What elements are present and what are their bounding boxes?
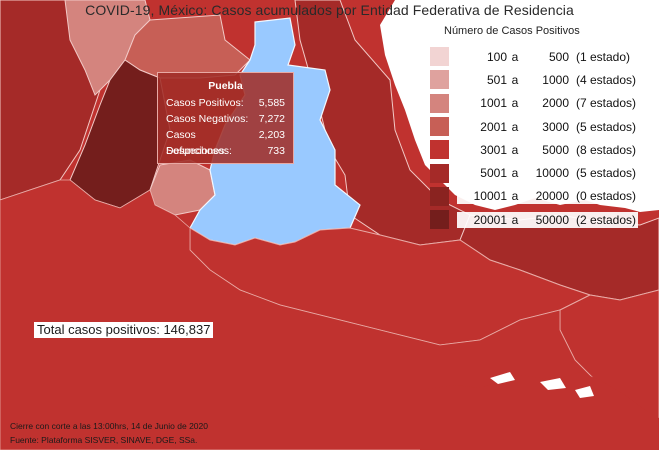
source-note: Fuente: Plataforma SISVER, SINAVE, DGE, … [10, 435, 198, 445]
tooltip-label: Casos Negativos: [166, 113, 249, 125]
legend-to: 5000 [542, 142, 569, 157]
legend-from: 5001 [480, 166, 507, 181]
legend-sep: a [511, 142, 519, 157]
legend-from: 10001 [473, 189, 507, 204]
legend-count: (1 estado) [576, 49, 631, 64]
cutoff-note: Cierre con corte a las 13:00hrs, 14 de J… [10, 421, 208, 431]
tooltip-label: Defunciones: [166, 145, 228, 157]
legend-sep: a [511, 49, 519, 64]
legend-count: (5 estados) [576, 166, 637, 181]
tooltip-label: Casos Positivos: [166, 97, 244, 109]
legend-swatch [430, 93, 449, 113]
legend-item[interactable]: 3001 a 5000 (8 estados) [430, 138, 639, 161]
legend-sep: a [511, 72, 519, 87]
legend-swatch [430, 70, 449, 90]
tooltip-value: 5,585 [258, 97, 285, 109]
coastal-islands [490, 372, 594, 398]
legend-to: 500 [548, 49, 569, 64]
legend-from: 100 [486, 49, 507, 64]
legend-sep: a [511, 119, 519, 134]
legend-count: (8 estados) [576, 142, 637, 157]
map-title: COVID-19, México: Casos acumulados por E… [85, 2, 574, 18]
legend-to: 2000 [542, 96, 569, 111]
legend-item[interactable]: 501 a 1000 (4 estados) [430, 68, 639, 91]
tooltip-row: Casos Sospechosos: 2,203 [166, 127, 285, 157]
total-cases-label: Total casos positivos: 146,837 [34, 322, 214, 338]
legend-item[interactable]: 5001 a 10000 (5 estados) [430, 161, 639, 184]
tooltip-state-name: Puebla [208, 80, 243, 92]
legend-from: 1001 [480, 96, 507, 111]
tooltip-row: Casos Negativos: 7,272 [166, 111, 285, 127]
tooltip-value: 2,203 [258, 129, 285, 141]
legend-to: 10000 [535, 166, 569, 181]
legend-item[interactable]: 10001 a 20000 (0 estados) [430, 185, 639, 208]
legend-title: Número de Casos Positivos [444, 25, 580, 37]
tooltip-row: Casos Positivos: 5,585 [166, 95, 285, 111]
legend-to: 1000 [542, 72, 569, 87]
legend-to: 50000 [535, 212, 569, 227]
legend-swatch [430, 47, 449, 67]
legend-sep: a [511, 166, 519, 181]
legend: 100 a 500 (1 estado) 501 a 1000 (4 estados) 10… [430, 45, 639, 231]
legend-count: (2 estados) [576, 212, 637, 227]
tooltip-value: 7,272 [258, 113, 285, 125]
legend-swatch [430, 186, 449, 206]
legend-from: 3001 [480, 142, 507, 157]
state-tooltip: Puebla Casos Positivos: 5,585 Casos Negat… [157, 72, 294, 164]
legend-sep: a [511, 96, 519, 111]
legend-swatch [430, 140, 449, 160]
legend-count: (7 estados) [576, 96, 637, 111]
tooltip-value: 733 [267, 145, 285, 157]
legend-swatch [430, 210, 449, 230]
tooltip-label: Casos Sospechosos: [166, 129, 232, 157]
tooltip-row: Defunciones: 733 [166, 143, 285, 159]
legend-count: (5 estados) [576, 119, 637, 134]
legend-sep: a [511, 189, 519, 204]
legend-from: 2001 [480, 119, 507, 134]
legend-swatch [430, 117, 449, 137]
legend-swatch [430, 163, 449, 183]
legend-from: 501 [486, 72, 507, 87]
legend-to: 3000 [542, 119, 569, 134]
legend-item[interactable]: 2001 a 3000 (5 estados) [430, 115, 639, 138]
legend-to: 20000 [535, 189, 569, 204]
legend-item[interactable]: 20001 a 50000 (2 estados) [430, 208, 639, 231]
legend-item[interactable]: 1001 a 2000 (7 estados) [430, 92, 639, 115]
coast-region-south [420, 372, 659, 450]
legend-count: (0 estados) [576, 189, 637, 204]
legend-from: 20001 [473, 212, 507, 227]
legend-count: (4 estados) [576, 72, 637, 87]
legend-item[interactable]: 100 a 500 (1 estado) [430, 45, 638, 68]
legend-sep: a [511, 212, 519, 227]
